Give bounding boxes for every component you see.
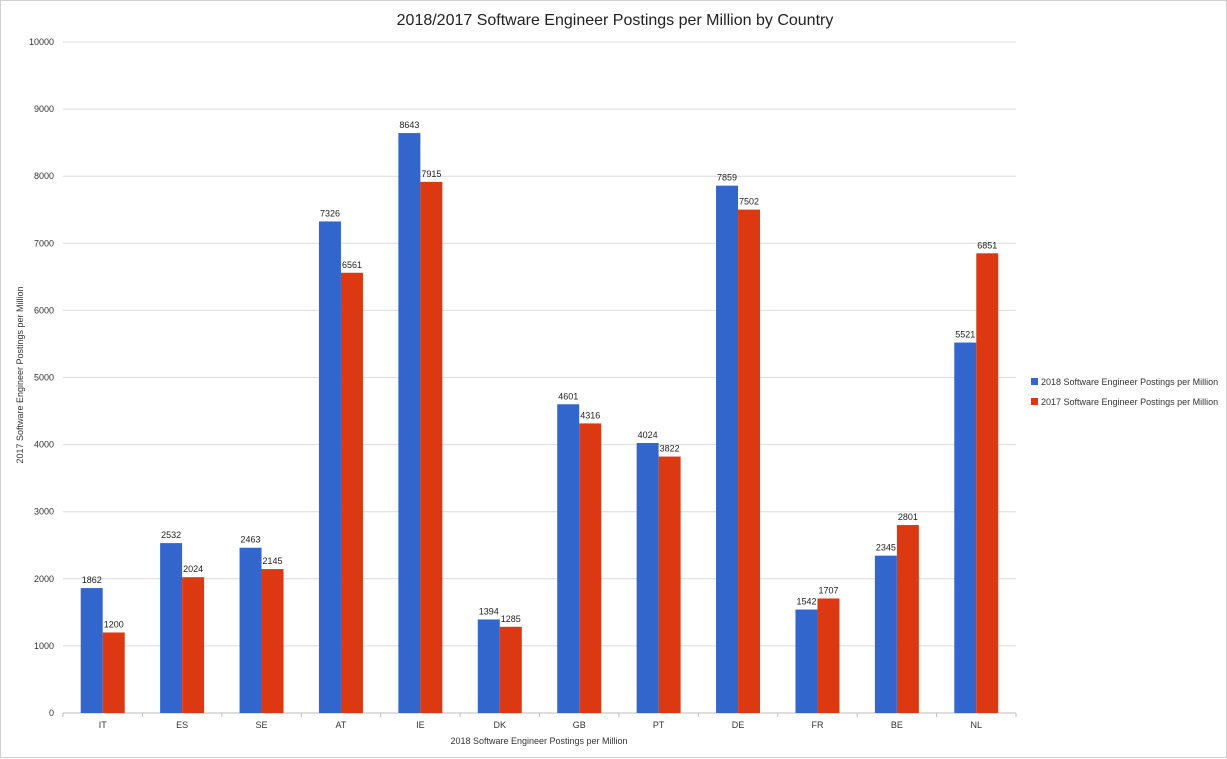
data-label: 1200 [104,619,124,629]
bar-2018-ie [398,133,421,714]
x-tick-label: BE [891,720,903,730]
data-label: 7859 [717,173,737,183]
y-tick-label: 8000 [34,171,54,181]
bar-2017-it [102,632,125,713]
data-label: 1542 [796,597,816,607]
y-tick-label: 2000 [34,574,54,584]
x-tick-label: SE [256,720,268,730]
data-label: 2024 [183,564,203,574]
y-tick-label: 9000 [34,104,54,114]
x-tick-label: DK [494,720,507,730]
data-label: 1394 [479,606,499,616]
bar-2018-dk [477,619,500,713]
bar-2017-ie [420,181,443,713]
data-label: 4601 [558,391,578,401]
bar-2017-se [261,569,284,713]
x-tick-label: IT [99,720,108,730]
legend-label: 2017 Software Engineer Postings per Mill… [1041,397,1218,407]
x-tick-label: DE [732,720,745,730]
x-tick-label: FR [811,720,823,730]
data-label: 1862 [82,575,102,585]
y-tick-label: 3000 [34,507,54,517]
data-label: 5521 [955,330,975,340]
data-label: 6851 [977,240,997,250]
data-label: 7326 [320,208,340,218]
data-label: 2801 [898,512,918,522]
bar-2018-pt [636,442,659,713]
bar-2017-gb [579,423,602,713]
bar-2018-nl [954,342,977,713]
x-tick-label: AT [336,720,347,730]
bar-2018-se [239,547,262,713]
data-label: 1707 [818,585,838,595]
y-axis-ticks: 0 1000 2000 3000 4000 5000 6000 7000 8000 9000 100… [29,37,54,718]
bar-2018-fr [795,609,818,713]
data-label: 7915 [421,169,441,179]
x-tick-label: IE [416,720,425,730]
legend: 2018 Software Engineer Postings per Mill… [1031,377,1218,407]
y-tick-label: 1000 [34,641,54,651]
bar-2018-es [160,543,183,713]
data-label: 8643 [399,120,419,130]
x-axis-title: 2018 Software Engineer Postings per Mill… [450,736,627,746]
grid-lines [63,41,1016,714]
data-label: 2145 [263,556,283,566]
y-tick-label: 0 [49,708,54,718]
bar-2018-de [716,185,739,713]
data-label: 7502 [739,197,759,207]
x-axis-ticks: IT ES SE AT IE DK GB PT DE FR BE NL [62,713,1017,730]
y-tick-label: 10000 [29,37,54,47]
x-tick-label: GB [573,720,586,730]
bar-2017-pt [658,456,681,713]
chart-title: 2018/2017 Software Engineer Postings per… [397,12,834,29]
bar-2017-be [896,525,919,713]
bar-2017-es [182,577,205,713]
legend-label: 2018 Software Engineer Postings per Mill… [1041,377,1218,387]
data-label: 3822 [660,444,680,454]
legend-swatch [1031,398,1038,405]
x-tick-label: NL [971,720,983,730]
data-label: 4316 [580,410,600,420]
bar-2017-dk [499,626,522,713]
bar-2017-fr [817,598,840,713]
y-tick-label: 5000 [34,373,54,383]
x-tick-label: ES [176,720,188,730]
y-axis-title: 2017 Software Engineer Postings per Mill… [15,286,25,463]
bar-2017-nl [976,253,999,713]
data-label: 6561 [342,260,362,270]
bar-2017-at [340,272,363,713]
y-tick-label: 4000 [34,440,54,450]
bar-2018-gb [557,404,580,713]
y-tick-label: 6000 [34,305,54,315]
x-tick-label: PT [653,720,665,730]
data-label: 4024 [638,430,658,440]
y-tick-label: 7000 [34,238,54,248]
legend-swatch [1031,378,1038,385]
bar-2018-be [874,555,897,713]
data-label: 1285 [501,614,521,624]
data-label: 2345 [876,543,896,553]
bar-2018-it [80,588,103,713]
bar-2017-de [738,209,761,714]
data-label: 2532 [161,530,181,540]
bar-2018-at [318,221,341,713]
bars: 1862 1200 2532 2024 2463 2145 7326 6561 8643 7915… [80,120,999,714]
data-label: 2463 [241,535,261,545]
